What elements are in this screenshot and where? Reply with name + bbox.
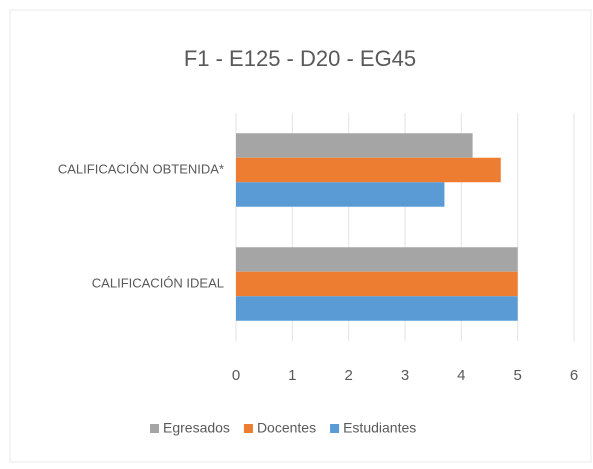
x-tick-label: 0 bbox=[232, 367, 240, 384]
x-tick-label: 6 bbox=[570, 367, 578, 384]
legend-swatch bbox=[330, 424, 340, 433]
legend-label: Egresados bbox=[163, 420, 230, 436]
bar bbox=[236, 133, 473, 158]
y-tick-label: CALIFICACIÓN OBTENIDA* bbox=[58, 161, 224, 176]
y-tick-label: CALIFICACIÓN IDEAL bbox=[92, 275, 224, 290]
x-tick-label: 3 bbox=[401, 367, 409, 384]
bar bbox=[236, 182, 445, 207]
x-tick-label: 4 bbox=[457, 367, 465, 384]
chart-frame bbox=[9, 9, 592, 463]
legend-label: Docentes bbox=[257, 420, 316, 436]
legend-swatch bbox=[150, 424, 159, 433]
bar bbox=[236, 296, 518, 321]
x-tick-label: 1 bbox=[288, 367, 296, 384]
x-tick-label: 5 bbox=[513, 367, 521, 384]
legend-swatch bbox=[243, 424, 253, 433]
bar bbox=[236, 247, 518, 272]
legend-label: Estudiantes bbox=[343, 420, 416, 436]
x-tick-label: 2 bbox=[344, 367, 352, 384]
bar bbox=[236, 271, 518, 297]
chart-title: F1 - E125 - D20 - EG45 bbox=[184, 46, 416, 71]
bar bbox=[236, 157, 501, 183]
